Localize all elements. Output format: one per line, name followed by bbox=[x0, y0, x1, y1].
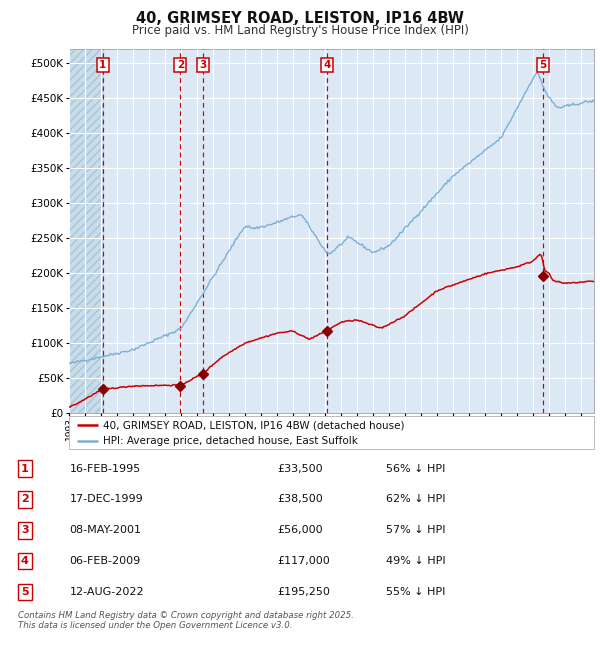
Text: 5: 5 bbox=[539, 60, 547, 70]
Text: 08-MAY-2001: 08-MAY-2001 bbox=[70, 525, 142, 536]
Text: £38,500: £38,500 bbox=[277, 495, 323, 504]
Text: 4: 4 bbox=[21, 556, 29, 566]
Text: 16-FEB-1995: 16-FEB-1995 bbox=[70, 463, 141, 473]
Text: £117,000: £117,000 bbox=[277, 556, 330, 566]
Text: 1: 1 bbox=[100, 60, 107, 70]
Bar bbox=[69, 49, 103, 413]
Text: HPI: Average price, detached house, East Suffolk: HPI: Average price, detached house, East… bbox=[103, 436, 358, 447]
Text: 3: 3 bbox=[21, 525, 28, 536]
Text: Price paid vs. HM Land Registry's House Price Index (HPI): Price paid vs. HM Land Registry's House … bbox=[131, 24, 469, 37]
Text: 06-FEB-2009: 06-FEB-2009 bbox=[70, 556, 141, 566]
Text: £195,250: £195,250 bbox=[277, 588, 330, 597]
Text: 3: 3 bbox=[199, 60, 206, 70]
Text: 40, GRIMSEY ROAD, LEISTON, IP16 4BW: 40, GRIMSEY ROAD, LEISTON, IP16 4BW bbox=[136, 11, 464, 26]
Text: 49% ↓ HPI: 49% ↓ HPI bbox=[386, 556, 446, 566]
Text: 12-AUG-2022: 12-AUG-2022 bbox=[70, 588, 144, 597]
Text: £56,000: £56,000 bbox=[277, 525, 323, 536]
Text: 40, GRIMSEY ROAD, LEISTON, IP16 4BW (detached house): 40, GRIMSEY ROAD, LEISTON, IP16 4BW (det… bbox=[103, 420, 404, 430]
Text: 5: 5 bbox=[21, 588, 28, 597]
Text: 62% ↓ HPI: 62% ↓ HPI bbox=[386, 495, 446, 504]
Text: £33,500: £33,500 bbox=[277, 463, 323, 473]
Text: 1: 1 bbox=[21, 463, 29, 473]
Text: 2: 2 bbox=[21, 495, 29, 504]
Text: 55% ↓ HPI: 55% ↓ HPI bbox=[386, 588, 446, 597]
Text: 2: 2 bbox=[177, 60, 184, 70]
Bar bbox=[69, 49, 103, 413]
Text: 4: 4 bbox=[323, 60, 331, 70]
Text: 17-DEC-1999: 17-DEC-1999 bbox=[70, 495, 143, 504]
Text: 57% ↓ HPI: 57% ↓ HPI bbox=[386, 525, 446, 536]
Text: 56% ↓ HPI: 56% ↓ HPI bbox=[386, 463, 446, 473]
Text: Contains HM Land Registry data © Crown copyright and database right 2025.
This d: Contains HM Land Registry data © Crown c… bbox=[18, 611, 354, 630]
